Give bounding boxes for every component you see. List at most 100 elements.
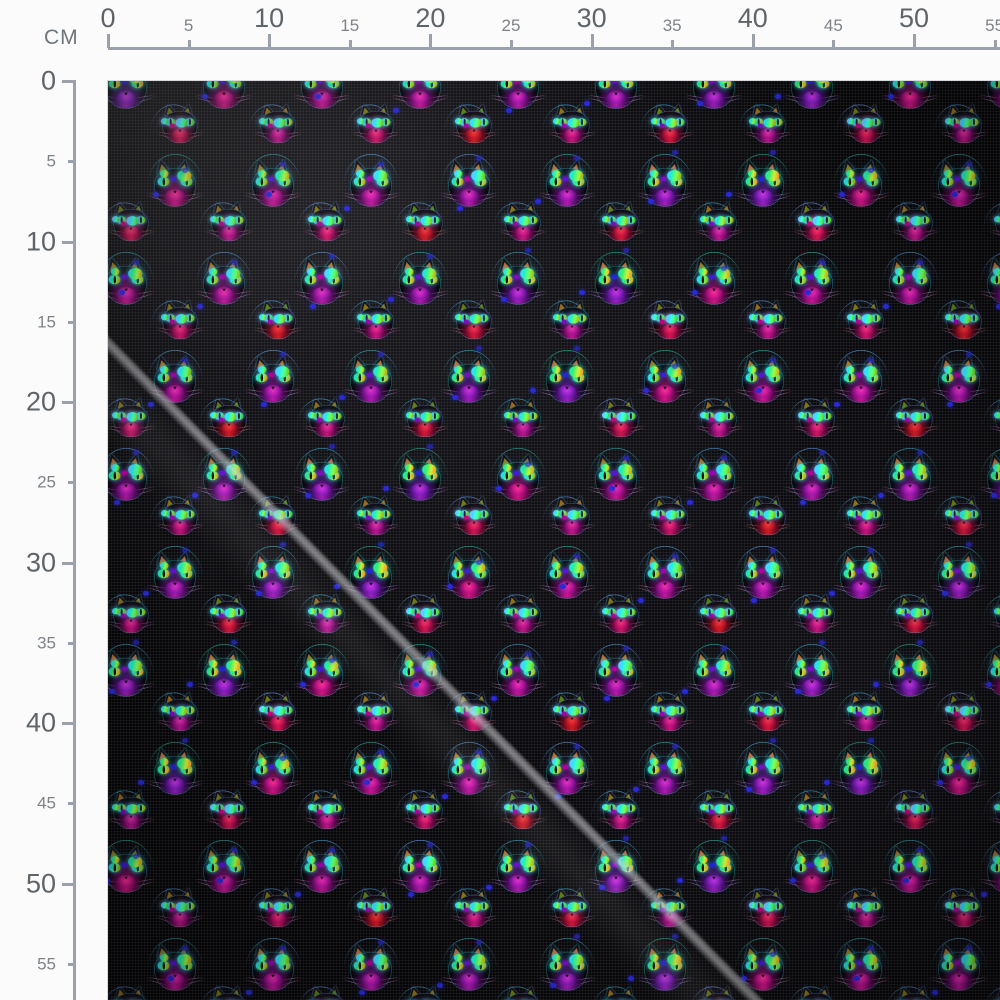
cat-face-motif [983,718,1000,830]
vertical-tick-label-10: 10 [8,228,56,255]
cat-face-motif [640,816,745,928]
cat-face-motif [297,522,402,634]
horizontal-tick-50 [913,34,916,48]
vertical-tick-label-35: 35 [26,634,56,651]
cat-face-motif [983,326,1000,438]
cat-face-motif [885,326,990,438]
cat-face-motif [640,424,745,536]
cat-face-motif [297,914,402,1000]
cat-face-motif [591,914,696,1000]
cat-face-motif [444,424,549,536]
cat-face-motif [297,326,402,438]
cat-face-motif [934,620,1000,732]
cat-face-motif [248,228,353,340]
horizontal-tick-label-40: 40 [738,5,768,32]
cat-face-motif [108,424,157,522]
cat-face-motif [346,424,451,536]
horizontal-tick-label-35: 35 [663,17,682,34]
cat-face-motif [199,718,304,830]
horizontal-tick-label-45: 45 [824,17,843,34]
vertical-tick-label-55: 55 [26,955,56,972]
cat-face-motif [787,522,892,634]
cat-face-motif [640,81,745,144]
cat-face-motif [493,130,598,242]
cat-face-motif [689,914,794,1000]
cat-face-motif [346,81,451,144]
cat-face-motif [108,228,157,326]
vertical-tick-5 [68,160,76,164]
cat-face-motif [983,914,1000,1000]
horizontal-tick-15 [348,40,352,48]
cat-face-motif [395,914,500,1000]
horizontal-tick-label-55: 55 [985,17,1000,34]
cat-face-motif [934,81,1000,144]
cat-face-motif [836,81,941,144]
vertical-tick-label-25: 25 [26,474,56,491]
vertical-tick-30 [62,561,76,565]
cat-face-motif [542,816,647,928]
horizontal-tick-label-10: 10 [254,5,284,32]
horizontal-tick-55 [993,40,997,48]
horizontal-tick-label-5: 5 [184,17,193,34]
vertical-tick-label-15: 15 [26,313,56,330]
cat-face-motif [983,522,1000,634]
cat-face-motif [108,718,206,830]
horizontal-tick-20 [429,34,433,48]
cat-face-motif [689,130,794,242]
vertical-tick-40 [62,722,76,725]
cat-face-motif [108,81,157,130]
cat-face-motif [444,81,549,144]
cat-face-motif [689,326,794,438]
cat-face-motif [346,816,451,928]
cat-face-motif [108,914,206,1000]
cat-face-motif [983,130,1000,242]
horizontal-tick-label-20: 20 [415,5,445,32]
cat-face-motif [689,522,794,634]
cat-face-motif [542,620,647,732]
cat-face-motif [689,718,794,830]
horizontal-tick-45 [832,40,836,48]
cat-face-motif [346,620,451,732]
horizontal-tick-40 [751,34,755,48]
horizontal-tick-label-50: 50 [899,5,929,32]
cat-face-motif [787,718,892,830]
cat-face-motif [640,620,745,732]
cat-face-motif [297,130,402,242]
cat-face-motif [199,130,304,242]
cat-face-motif [395,718,500,830]
cat-face-motif [150,816,255,928]
cat-face-motif [248,424,353,536]
vertical-tick-10 [62,240,76,244]
cat-face-motif [542,81,647,144]
unit-label: CM [44,26,79,50]
cat-face-motif [591,522,696,634]
cat-face-motif [885,718,990,830]
horizontal-tick-25 [510,40,513,48]
cat-face-motif [493,718,598,830]
cat-face-motif [591,130,696,242]
cat-face-motif [787,326,892,438]
vertical-tick-25 [68,481,76,485]
vertical-tick-label-0: 0 [8,67,56,95]
vertical-tick-15 [68,320,76,324]
cat-face-pattern-layer [108,81,1000,1000]
cat-face-motif [934,424,1000,536]
cat-face-motif [934,816,1000,928]
cat-face-motif [199,522,304,634]
vertical-tick-label-30: 30 [8,549,56,576]
cat-face-motif [108,326,206,438]
cat-face-motif [493,522,598,634]
cat-face-motif [444,620,549,732]
cat-face-motif [248,620,353,732]
vertical-tick-label-50: 50 [8,870,56,897]
cat-face-motif [591,718,696,830]
fabric-swatch[interactable] [108,81,1000,1000]
cat-face-motif [885,130,990,242]
cat-face-motif [493,914,598,1000]
cat-face-motif [150,228,255,340]
cat-face-motif [150,81,255,144]
vertical-tick-label-5: 5 [26,153,56,170]
cat-face-motif [542,424,647,536]
cat-face-motif [297,718,402,830]
